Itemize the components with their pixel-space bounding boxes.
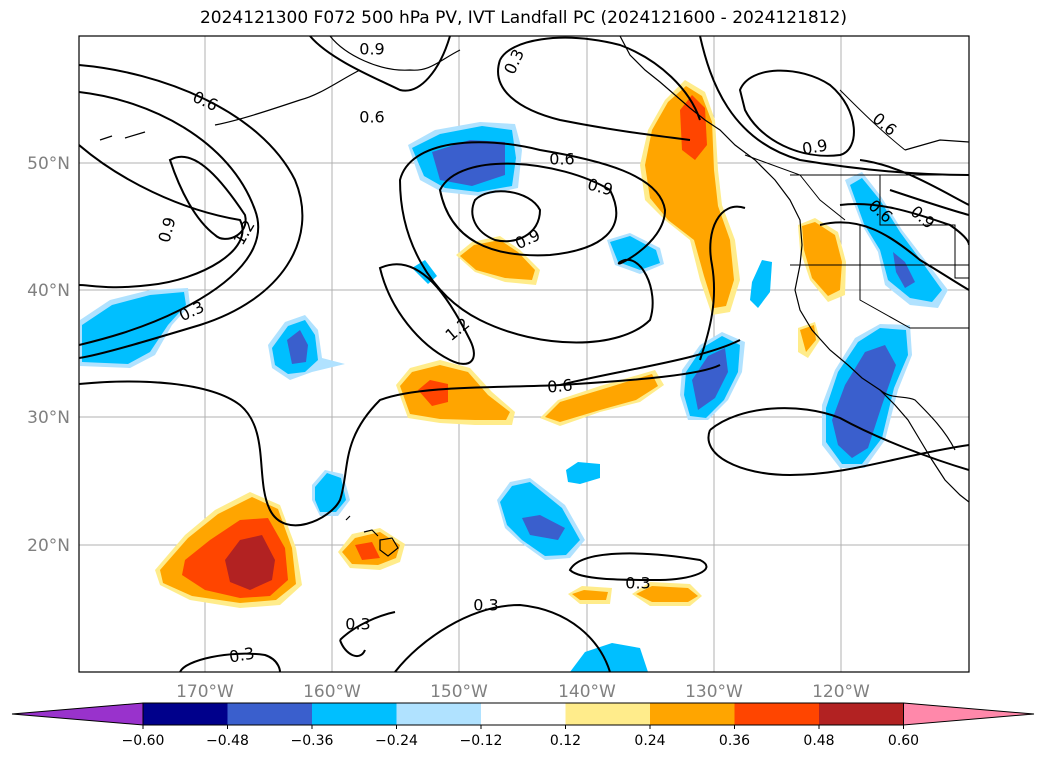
contour-label: 0.6	[549, 150, 574, 169]
colorbar-tick-label: −0.36	[291, 733, 334, 749]
map-title: 2024121300 F072 500 hPa PV, IVT Landfall…	[199, 8, 847, 28]
colorbar-cell	[396, 703, 482, 725]
latitude-tick-label: 30°N	[27, 408, 70, 428]
positive-pv-anomalies	[155, 80, 846, 608]
longitude-tick-label: 160°W	[303, 682, 361, 702]
political-boundaries	[744, 89, 969, 329]
colorbar-tick-label: 0.12	[550, 733, 581, 749]
colorbar-frame	[142, 702, 904, 726]
map-frame	[78, 35, 970, 673]
colorbar-tick-label: −0.12	[460, 733, 503, 749]
latitude-tick-label: 20°N	[27, 536, 70, 556]
contour-label: 0.3	[500, 46, 528, 77]
contour-label: 0.6	[359, 108, 384, 127]
contour-label: 0.6	[546, 375, 573, 396]
longitude-tick-labels: 170°W 160°W 150°W 140°W 130°W 120°W	[176, 682, 870, 702]
colorbar-extend-high	[903, 702, 1035, 726]
latitude-tick-label: 50°N	[27, 154, 70, 174]
colorbar-cell	[819, 703, 904, 725]
longitude-tick-label: 120°W	[812, 682, 870, 702]
latitude-tick-labels: 50°N 40°N 30°N 20°N	[27, 154, 70, 556]
contour-label: 0.9	[155, 215, 180, 245]
longitude-tick-label: 170°W	[176, 682, 234, 702]
contour-label: 0.9	[907, 202, 939, 233]
colorbar-cell	[565, 703, 651, 725]
map-area	[79, 36, 969, 672]
colorbar-tick-label: −0.48	[206, 733, 249, 749]
contour-label: 0.3	[345, 615, 370, 634]
contour-label: 0.9	[359, 40, 384, 59]
longitude-tick-label: 150°W	[430, 682, 488, 702]
contour-label: 0.9	[801, 135, 829, 158]
longitude-tick-label: 130°W	[685, 682, 743, 702]
colorbar-cell	[650, 703, 735, 725]
contour-label: 0.3	[625, 574, 650, 593]
latitude-tick-label: 40°N	[27, 281, 70, 301]
colorbar-cell	[143, 703, 228, 725]
negative-pv-anomalies	[80, 122, 948, 672]
colorbar-cell	[481, 703, 566, 725]
pv-contours	[79, 36, 969, 672]
colorbar-tick-label: 0.60	[888, 733, 919, 749]
colorbar-cell	[734, 703, 820, 725]
contour-label: 0.9	[586, 175, 616, 200]
colorbar-cell	[227, 703, 313, 725]
contour-label: 0.6	[190, 87, 221, 115]
contour-label: 0.3	[473, 596, 498, 615]
contour-label: 0.6	[869, 109, 901, 140]
colorbar-tick-label: 0.36	[719, 733, 750, 749]
colorbar-tick-label: −0.60	[122, 733, 165, 749]
contour-label: 0.3	[228, 643, 256, 666]
colorbar-cell	[312, 703, 397, 725]
contour-label: 1.2	[442, 314, 474, 345]
longitude-tick-label: 140°W	[558, 682, 616, 702]
colorbar-tick-label: 0.48	[803, 733, 834, 749]
colorbar: −0.60 −0.48 −0.36 −0.24 −0.12 0.12 0.24 0.36 0.4…	[11, 702, 1035, 749]
colorbar-extend-low	[11, 702, 144, 726]
colorbar-tick-label: −0.24	[375, 733, 418, 749]
colorbar-tick-label: 0.24	[634, 733, 665, 749]
